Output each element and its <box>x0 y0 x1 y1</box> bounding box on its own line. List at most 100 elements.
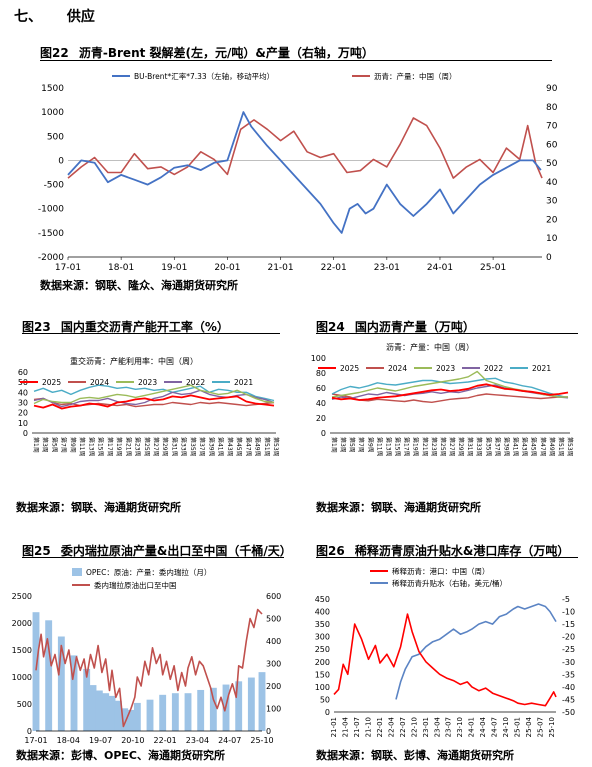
fig26-ytick-right-0: -50 <box>562 708 575 717</box>
fig25-bar-1 <box>45 620 53 731</box>
fig25-legend-production-label: OPEC：原油：产量：委内瑞拉（月） <box>86 567 211 577</box>
fig22-ytick-right-6: 60 <box>546 140 558 150</box>
fig25-ytick-left-1: 500 <box>17 700 32 709</box>
figure-25-source: 数据来源：彭博、OPEC、海通期货研究所 <box>16 749 225 762</box>
fig26-ytick-right-7: -15 <box>562 620 575 629</box>
fig23-xtick-25: 第51周 <box>263 437 271 457</box>
fig23-xtick-7: 第15周 <box>97 437 105 457</box>
figure-26-label: 图26 <box>316 544 345 558</box>
fig23-xtick-22: 第45周 <box>235 437 243 457</box>
fig23-legend-2024-label: 2024 <box>90 378 109 387</box>
fig23-xtick-13: 第27周 <box>152 437 160 457</box>
fig26-series-premium <box>395 603 557 700</box>
section-heading: 七、 供应 <box>14 6 95 26</box>
fig23-chart-title: 重交沥青：产能利用率：中国（周） <box>70 356 198 366</box>
fig26-xtick-18: 25-07 <box>537 717 545 737</box>
fig22-ytick-left-0: -2000 <box>38 253 64 263</box>
figure-23-rule <box>22 333 280 334</box>
figure-22-rule <box>40 60 552 61</box>
fig26-ytick-right-1: -45 <box>562 695 575 704</box>
fig25-ytick-left-0: 0 <box>27 727 32 736</box>
fig26-xtick-13: 24-04 <box>479 716 487 737</box>
fig24-xtick-2: 第5周 <box>348 437 356 453</box>
fig23-xtick-26: 第53周 <box>272 437 280 457</box>
fig22-xtick-6: 23-01 <box>374 263 400 273</box>
fig25-xtick-7: 25-10 <box>250 736 273 745</box>
fig26-xtick-9: 23-04 <box>433 716 441 737</box>
fig25-xtick-5: 23-04 <box>186 736 209 745</box>
fig25-bar-10 <box>121 708 129 731</box>
fig25-ytick-left-5: 2500 <box>12 592 32 601</box>
figure-22-source: 数据来源：钢联、隆众、海通期货研究所 <box>40 279 238 292</box>
fig26-legend-premium-label: 稀释沥青升贴水（右轴，美元/桶） <box>392 578 507 588</box>
fig23-xtick-1: 第3周 <box>41 437 49 453</box>
fig22-xtick-2: 19-01 <box>161 263 187 273</box>
fig24-xtick-24: 第49周 <box>548 437 556 457</box>
fig23-series-2025 <box>33 394 275 410</box>
fig25-bar-21 <box>247 677 255 731</box>
fig25-ytick-left-3: 1500 <box>12 646 32 655</box>
fig22-ytick-left-7: 1500 <box>41 84 64 94</box>
fig24-xtick-8: 第17周 <box>403 437 411 457</box>
figure-25-label: 图25 <box>22 544 51 558</box>
fig24-xtick-10: 第21周 <box>421 437 429 457</box>
figure-24-title: 图24 国内沥青产量（万吨） <box>316 318 475 335</box>
fig22-series-output <box>67 117 543 179</box>
fig26-xtick-3: 21-10 <box>364 717 372 737</box>
figure-23-source: 数据来源：钢联、海通期货研究所 <box>16 501 181 514</box>
fig22-xtick-4: 21-01 <box>267 263 293 273</box>
fig24-xtick-23: 第47周 <box>539 437 547 457</box>
fig26-ytick-right-5: -25 <box>562 645 575 654</box>
figure-25-rule <box>22 557 284 558</box>
fig25-ytick-right-2: 200 <box>266 682 281 691</box>
fig23-xtick-6: 第13周 <box>87 437 95 457</box>
fig24-xtick-3: 第7周 <box>357 437 365 453</box>
fig26-xtick-7: 22-10 <box>410 717 418 737</box>
fig24-xtick-16: 第33周 <box>475 437 483 457</box>
fig22-xtick-3: 20-01 <box>214 263 240 273</box>
fig25-bar-18 <box>209 687 217 731</box>
fig24-xtick-17: 第35周 <box>484 437 492 457</box>
figure-22-label: 图22 <box>40 46 69 60</box>
fig24-series-2024 <box>331 393 568 403</box>
figure-22-title: 图22 沥青-Brent 裂解差(左，元/吨）&产量（右轴，万吨） <box>40 44 374 61</box>
fig25-xtick-4: 22-01 <box>154 736 177 745</box>
fig25-ytick-left-4: 2000 <box>12 619 32 628</box>
fig26-ytick-right-4: -30 <box>562 658 575 667</box>
fig25-bar-13 <box>146 699 154 731</box>
fig24-xtick-1: 第3周 <box>339 437 347 453</box>
fig26-ytick-left-7: 350 <box>315 620 330 629</box>
fig25-bar-15 <box>171 693 179 731</box>
fig23-xtick-5: 第11周 <box>78 437 86 457</box>
fig26-ytick-left-8: 400 <box>315 608 330 617</box>
fig26-xtick-14: 24-07 <box>491 717 499 737</box>
fig23-xtick-21: 第43周 <box>226 437 234 457</box>
fig26-xtick-19: 25-10 <box>548 717 556 737</box>
fig25-bar-4 <box>83 668 91 731</box>
fig25-bar-6 <box>95 690 103 731</box>
fig22-ytick-right-0: 0 <box>546 253 552 263</box>
fig26-ytick-left-6: 300 <box>315 633 330 642</box>
fig24-xtick-6: 第13周 <box>384 437 392 457</box>
fig23-xtick-16: 第33周 <box>180 437 188 457</box>
fig26-ytick-left-0: 0 <box>325 708 330 717</box>
fig23-xtick-17: 第35周 <box>189 437 197 457</box>
fig22-ytick-left-5: 500 <box>47 132 64 142</box>
fig23-xtick-18: 第37周 <box>198 437 206 457</box>
fig24-ytick-2: 40 <box>316 399 326 408</box>
fig23-xtick-23: 第47周 <box>244 437 252 457</box>
fig26-ytick-right-2: -40 <box>562 683 575 692</box>
fig24-xtick-13: 第27周 <box>448 437 456 457</box>
fig25-ytick-right-3: 300 <box>266 660 281 669</box>
fig22-ytick-right-9: 90 <box>546 84 558 94</box>
fig23-xtick-3: 第7周 <box>60 437 68 453</box>
fig24-xtick-0: 第1周 <box>330 437 338 453</box>
fig24-legend-2022-label: 2022 <box>484 364 503 373</box>
fig26-xtick-11: 23-10 <box>456 717 464 737</box>
figure-24-source: 数据来源：钢联、海通期货研究所 <box>316 501 481 514</box>
fig22-ytick-right-7: 70 <box>546 122 558 132</box>
fig22-ytick-right-8: 80 <box>546 103 558 113</box>
fig24-xtick-9: 第19周 <box>412 437 420 457</box>
figure-26-text: 稀释沥青原油升贴水&港口库存（万吨） <box>354 544 570 558</box>
fig25-bar-5 <box>89 685 97 731</box>
